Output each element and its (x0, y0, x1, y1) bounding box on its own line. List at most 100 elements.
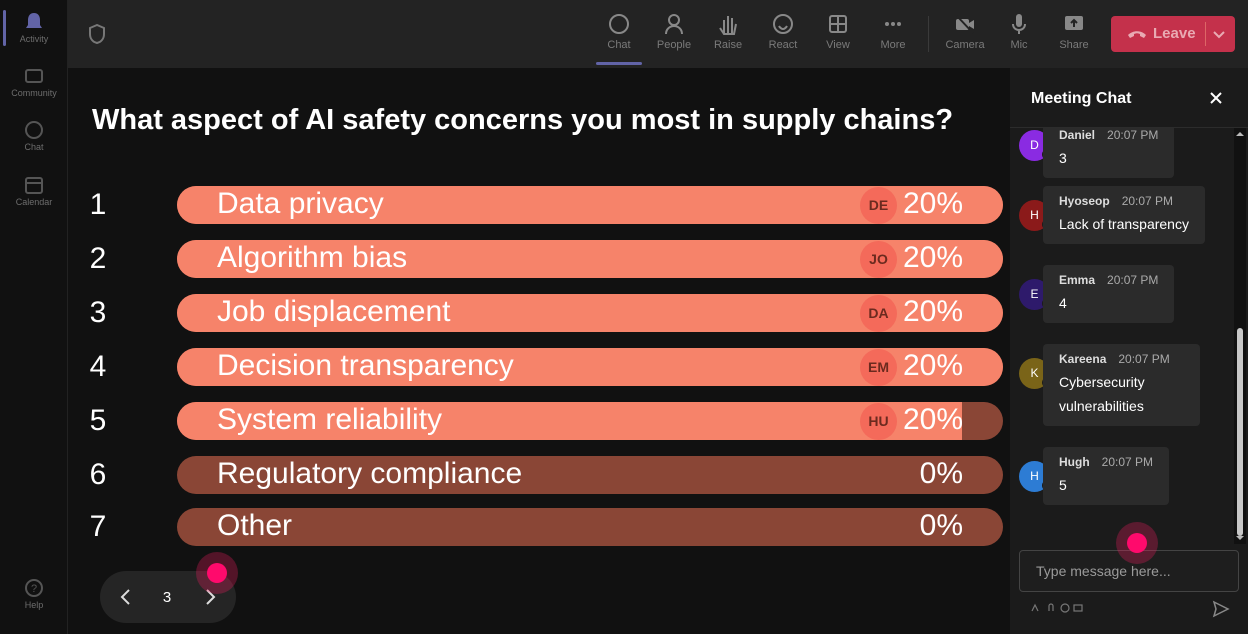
meeting-toolbar: Chat People Raise React View More Camera… (68, 0, 1248, 68)
toolbar-view-button[interactable]: View (813, 12, 863, 51)
rail-item-label: Chat (24, 142, 44, 152)
scroll-up-icon[interactable] (1236, 130, 1244, 138)
toolbar-chat-button[interactable]: Chat (594, 12, 644, 51)
option-label: Data privacy (217, 187, 384, 220)
shield-icon[interactable] (88, 24, 106, 44)
rail-item-label: Community (11, 88, 57, 98)
leave-label: Leave (1153, 25, 1196, 42)
rail-item-community[interactable]: Community (0, 66, 68, 98)
react-icon (773, 14, 793, 34)
voter-avatar: DA (860, 295, 897, 332)
voter-avatar: DE (860, 187, 897, 224)
rail-active-indicator (3, 10, 6, 46)
toolbar-label: React (768, 39, 798, 51)
people-icon (665, 14, 683, 35)
message-bubble: Emma 20:07 PM 4 (1043, 265, 1175, 323)
sender-name: Emma (1059, 273, 1096, 287)
scroll-thumb[interactable] (1237, 328, 1243, 536)
message-bubble: Kareena 20:07 PM Cybersecurity vulnerabili… (1043, 344, 1200, 426)
toolbar-label: Raise (713, 39, 743, 51)
poll-option-row: 7 Other 0% (88, 508, 1003, 546)
emoji-icon[interactable] (1060, 603, 1070, 613)
message-text: 3 (1059, 150, 1067, 166)
poll-option-row: 1 Data privacy DE 20% (88, 186, 1003, 224)
send-icon[interactable] (1212, 600, 1230, 618)
toolbar-share-button[interactable]: Share (1049, 12, 1099, 51)
message-text: Lack of transparency (1059, 216, 1189, 232)
close-icon[interactable] (1208, 90, 1224, 106)
option-number: 7 (89, 510, 107, 543)
pointer-dot (207, 563, 227, 583)
toolbar-raise-button[interactable]: Raise (703, 12, 753, 51)
rail-item-label: Activity (19, 34, 49, 44)
chevron-right-icon[interactable] (200, 587, 220, 607)
rail-item-label: Calendar (15, 197, 53, 207)
scroll-down-icon[interactable] (1236, 534, 1244, 542)
hang-up-icon (1128, 31, 1146, 38)
chat-message: K Kareena 20:07 PM Cybersecurity vulnerabil… (1010, 344, 1240, 430)
poll-option-row: 6 Regulatory compliance 0% (88, 456, 1003, 494)
toolbar-label: Mic (1010, 39, 1028, 51)
option-number: 2 (89, 242, 107, 275)
option-bar (177, 456, 1003, 494)
option-bar-fill (177, 402, 962, 440)
message-bubble: Hyoseop 20:07 PM Lack of transparency (1043, 186, 1205, 244)
message-text: Cybersecurity vulnerabilities (1059, 374, 1145, 414)
option-label: Regulatory compliance (217, 457, 523, 490)
rail-item-chat[interactable]: Chat (0, 120, 68, 152)
toolbar-label: View (826, 39, 850, 51)
rail-item-help[interactable]: ? Help (0, 578, 68, 610)
chat-message: H Hugh 20:07 PM 5 (1010, 447, 1240, 509)
chat-scrollbar[interactable] (1234, 128, 1246, 544)
option-percent: 20% (902, 403, 963, 436)
toolbar-label: Camera (945, 39, 985, 51)
option-percent: 20% (902, 295, 963, 328)
message-text: 4 (1059, 295, 1067, 311)
option-label: Job displacement (217, 295, 451, 328)
rail-item-activity[interactable]: Activity (0, 12, 68, 44)
poll-option-row: 2 Algorithm bias JO 20% (88, 240, 1003, 278)
raise-hand-icon (719, 16, 737, 35)
sender-name: Hyoseop (1059, 194, 1110, 208)
view-icon (829, 15, 847, 33)
calendar-icon (25, 177, 43, 194)
message-bubble: Daniel 20:07 PM 3 (1043, 128, 1175, 178)
toolbar-react-button[interactable]: React (758, 12, 808, 51)
toolbar-label: Share (1059, 39, 1089, 51)
poll-option-row: 3 Job displacement DA 20% (88, 294, 1003, 332)
message-time: 20:07 PM (1118, 352, 1170, 366)
option-percent: 0% (919, 457, 963, 490)
chevron-down-icon[interactable] (1211, 26, 1227, 42)
option-label: Algorithm bias (217, 241, 408, 274)
rail-item-calendar[interactable]: Calendar (0, 175, 68, 207)
chat-icon (25, 121, 43, 139)
chat-message: D Daniel 20:07 PM 3 (1010, 128, 1240, 178)
chat-message: H Hyoseop 20:07 PM Lack of transparency (1010, 186, 1240, 248)
mic-icon (1012, 14, 1026, 34)
pointer-dot (1127, 533, 1147, 553)
attach-icon[interactable] (1046, 603, 1056, 613)
meeting-chat-panel: Meeting Chat D Daniel 20:07 PM 3 H Hyoseop 20:… (1010, 68, 1248, 634)
leave-button[interactable]: Leave (1111, 16, 1235, 52)
message-bubble: Hugh 20:07 PM 5 (1043, 447, 1170, 505)
toolbar-camera-button[interactable]: Camera (940, 12, 990, 51)
format-icon[interactable] (1030, 603, 1040, 613)
gif-icon[interactable] (1073, 603, 1083, 613)
pointer-highlight (196, 552, 238, 594)
chevron-left-icon[interactable] (116, 587, 136, 607)
toolbar-mic-button[interactable]: Mic (994, 12, 1044, 51)
message-header: Emma 20:07 PM (1059, 273, 1158, 287)
message-time: 20:07 PM (1107, 128, 1159, 142)
chat-header: Meeting Chat (1010, 68, 1248, 128)
voter-avatar: HU (860, 403, 897, 440)
message-header: Daniel 20:07 PM (1059, 128, 1158, 142)
message-time: 20:07 PM (1101, 455, 1154, 469)
toolbar-more-button[interactable]: More (868, 12, 918, 51)
message-header: Hugh 20:07 PM (1059, 455, 1153, 469)
option-bar (177, 508, 1003, 546)
camera-off-icon (956, 15, 974, 34)
poll-option-row: 4 Decision transparency EM 20% (88, 348, 1003, 386)
option-percent: 20% (902, 187, 963, 220)
chat-message-input[interactable] (1020, 551, 1238, 591)
toolbar-people-button[interactable]: People (649, 12, 699, 51)
